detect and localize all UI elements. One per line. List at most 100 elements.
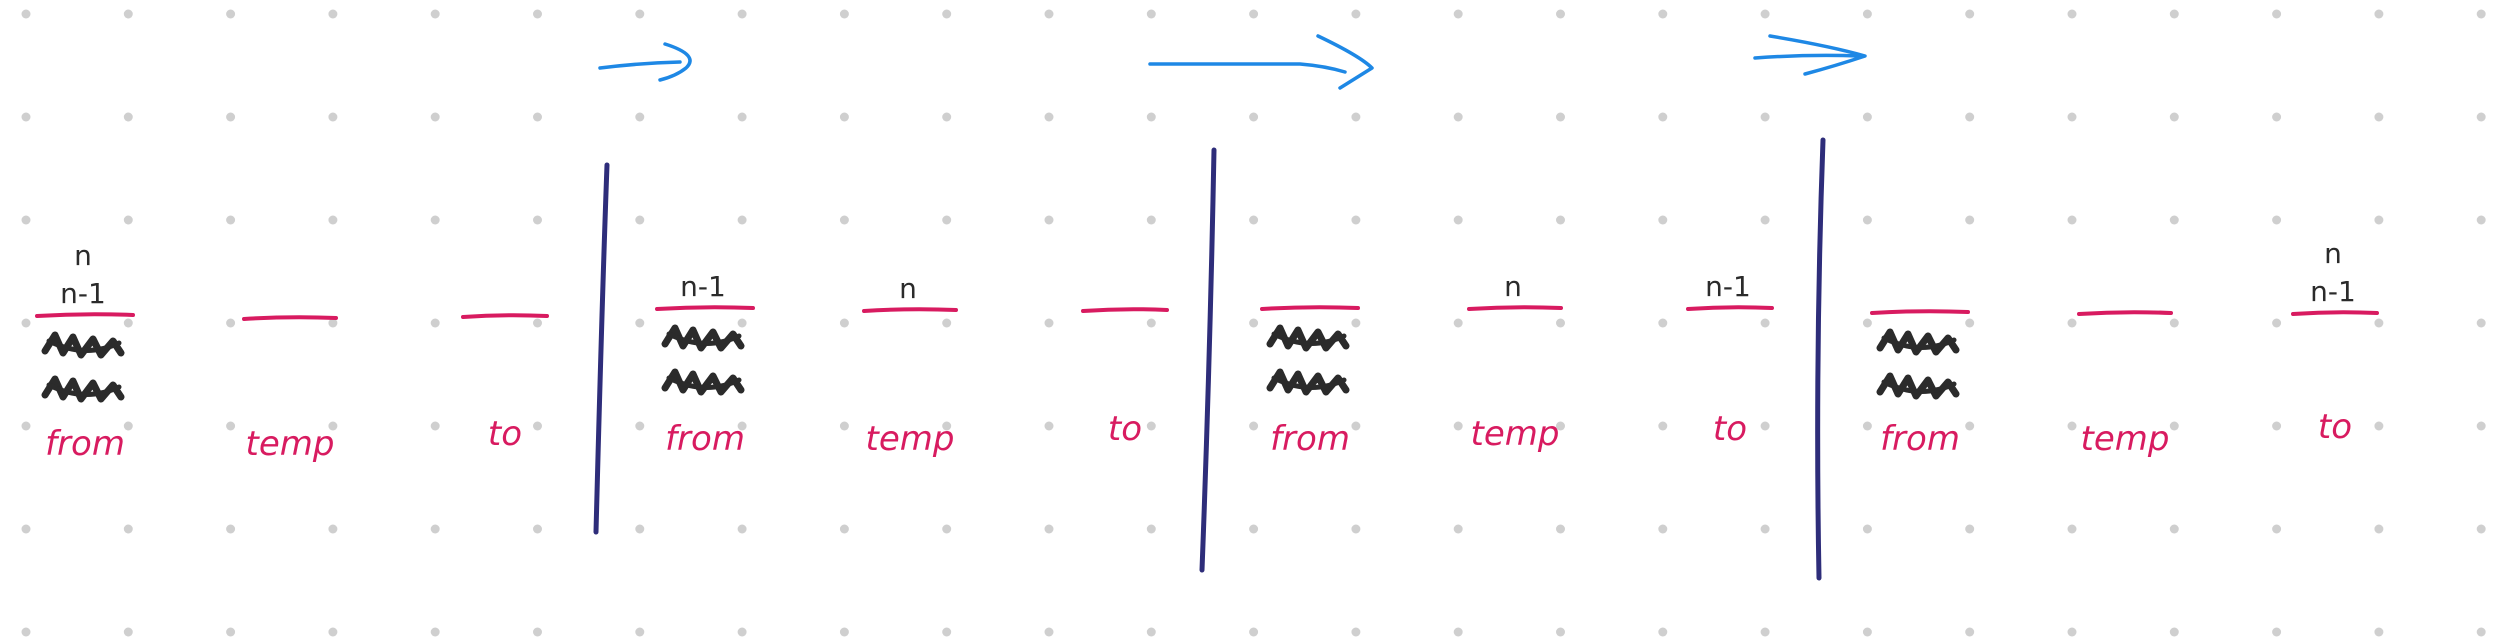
grid-dot (2169, 215, 2179, 225)
grid-dot (2272, 627, 2282, 637)
grid-dot (2067, 627, 2077, 637)
grid-dot (1760, 9, 1770, 19)
grid-dot (2067, 215, 2077, 225)
grid-dot (942, 421, 952, 431)
grid-dot (839, 112, 849, 122)
grid-dot (737, 9, 747, 19)
grid-dot (1249, 215, 1259, 225)
grid-dot (1556, 421, 1565, 431)
grid-dot (1862, 215, 1872, 225)
grid-dot (942, 215, 952, 225)
peg-label: to (488, 414, 522, 454)
peg-from: from (1870, 309, 1970, 459)
grid-dot (1760, 421, 1770, 431)
grid-dot (1146, 627, 1156, 637)
peg-line (2077, 310, 2173, 316)
peg-line (862, 307, 958, 313)
peg-line (461, 313, 549, 319)
peg-line (1081, 307, 1169, 313)
grid-dot (2476, 627, 2486, 637)
grid-dot (737, 627, 747, 637)
grid-dot (533, 9, 542, 19)
scribbled-disk (1876, 328, 1960, 356)
grid-dot (1965, 215, 1975, 225)
grid-dot (1453, 318, 1463, 328)
peg-label: temp (246, 424, 335, 464)
peg-label: from (665, 419, 745, 459)
grid-dot (737, 421, 747, 431)
grid-dot (1965, 9, 1975, 19)
grid-dot (123, 627, 133, 637)
grid-dot (1044, 215, 1054, 225)
grid-dot (2067, 421, 2077, 431)
peg-label: from (45, 424, 125, 464)
grid-dot (533, 112, 542, 122)
peg-to: to (461, 313, 549, 454)
grid-dot (1351, 524, 1361, 534)
grid-dot (2272, 215, 2282, 225)
grid-dot (1146, 215, 1156, 225)
grid-dot (942, 318, 952, 328)
grid-dot (123, 9, 133, 19)
grid-dot (21, 627, 31, 637)
peg-from: from (1260, 305, 1360, 459)
grid-dot (2476, 9, 2486, 19)
grid-dot (430, 112, 440, 122)
grid-dot (226, 215, 236, 225)
grid-dot (2374, 421, 2384, 431)
grid-dot (2169, 9, 2179, 19)
grid-dot (2169, 627, 2179, 637)
grid-dot (942, 112, 952, 122)
peg-label: temp (2081, 419, 2170, 459)
grid-dot (430, 627, 440, 637)
grid-dot (942, 627, 952, 637)
grid-dot (2476, 112, 2486, 122)
peg-label: temp (1471, 414, 1560, 454)
peg-temp: n temp (862, 272, 958, 459)
grid-dot (226, 627, 236, 637)
peg-label: to (1713, 409, 1747, 449)
grid-dot (1044, 627, 1054, 637)
disk-label: n (2324, 237, 2342, 270)
hanoi-panel: from n temp n-1 to (1260, 270, 1774, 459)
grid-dot (1351, 421, 1361, 431)
grid-dot (1044, 9, 1054, 19)
disk-label: n-1 (680, 270, 726, 303)
grid-dot (226, 9, 236, 19)
grid-dot (1658, 215, 1668, 225)
peg-from: n n-1 from (35, 239, 135, 464)
peg-label: from (1880, 419, 1960, 459)
grid-dot (1453, 215, 1463, 225)
grid-dot (1249, 9, 1259, 19)
hanoi-panel: from temp n n-1 to (1870, 237, 2379, 459)
grid-dot (1351, 318, 1361, 328)
grid-dot (737, 318, 747, 328)
grid-dot (1862, 627, 1872, 637)
grid-dot (635, 112, 645, 122)
grid-dot (635, 524, 645, 534)
grid-dot (328, 215, 338, 225)
grid-dot (1146, 112, 1156, 122)
grid-dot (942, 9, 952, 19)
peg-from: n-1 from (655, 270, 755, 459)
disk-label: n-1 (1705, 270, 1751, 303)
grid-dot (2476, 524, 2486, 534)
grid-dot (328, 112, 338, 122)
grid-dot (2272, 524, 2282, 534)
grid-dot (2374, 215, 2384, 225)
grid-dot (2374, 318, 2384, 328)
peg-line (1260, 305, 1360, 311)
grid-dot (328, 9, 338, 19)
grid-dot (1146, 421, 1156, 431)
grid-dot (1658, 112, 1668, 122)
peg-temp: temp (242, 315, 338, 464)
disk-label: n (1504, 270, 1522, 303)
grid-dot (226, 421, 236, 431)
disk-label: n-1 (2310, 275, 2356, 308)
grid-dot (430, 318, 440, 328)
grid-dot (839, 318, 849, 328)
scribbled-disk (41, 331, 125, 359)
grid-dot (1453, 9, 1463, 19)
grid-dot (839, 524, 849, 534)
